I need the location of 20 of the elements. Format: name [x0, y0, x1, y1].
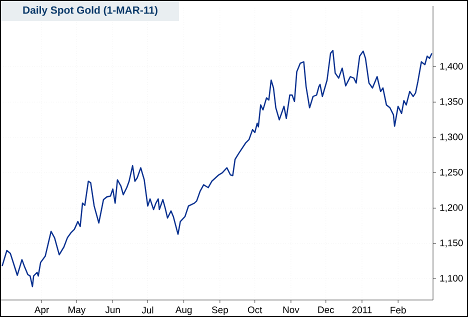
y-tick-label: 1,300 [440, 133, 463, 142]
x-tick-label: Feb [390, 306, 406, 314]
x-tick-label: Jul [142, 306, 154, 314]
x-tick-label: Jun [105, 306, 120, 313]
y-tick-label: 1,400 [440, 62, 463, 70]
line-series [2, 50, 432, 288]
y-tick-label: 1,100 [440, 274, 463, 283]
x-tick-label: Oct [248, 306, 262, 314]
y-tick-label: 1,250 [440, 168, 463, 176]
y-tick-label: 1,350 [440, 98, 463, 106]
x-tick-label: Apr [34, 306, 49, 315]
x-tick-label: May [68, 306, 86, 315]
y-tick-label: 1,150 [440, 239, 463, 248]
x-tick-label: Sep [212, 306, 228, 315]
chart-title: Daily Spot Gold (1-MAR-11) [23, 6, 158, 16]
y-tick-label: 1,200 [440, 204, 463, 212]
x-tick-label: 2011 [352, 306, 372, 314]
x-tick-label: Dec [318, 306, 334, 313]
x-tick-label: Aug [175, 306, 192, 315]
x-tick-label: Nov [283, 306, 300, 313]
